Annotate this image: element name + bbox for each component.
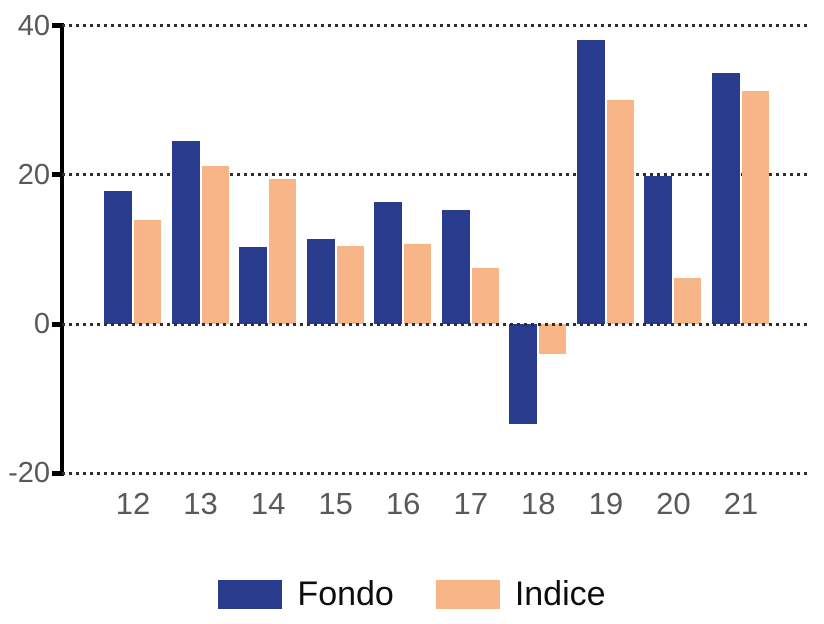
x-tick-label-17: 17 — [453, 486, 488, 521]
gridline-20 — [62, 173, 810, 177]
x-tick-label-15: 15 — [318, 486, 353, 521]
legend-item-fondo: Fondo — [218, 575, 394, 614]
y-tick-mark-0 — [52, 321, 62, 327]
x-tick-label-18: 18 — [521, 486, 556, 521]
y-tick-label-20: 20 — [17, 158, 50, 191]
bar-fondo-13 — [171, 140, 200, 324]
bar-indice-20 — [674, 277, 702, 324]
x-tick-label-21: 21 — [723, 486, 759, 521]
bar-indice-13 — [201, 165, 229, 324]
x-tick-label-14: 14 — [250, 486, 286, 521]
bar-fondo-17 — [441, 209, 470, 324]
bar-indice-16 — [404, 244, 432, 324]
legend-swatch-fondo — [218, 580, 283, 609]
y-tick-mark-40 — [52, 23, 62, 29]
x-tick-label-12: 12 — [115, 486, 151, 521]
plot-area: 40 20 0 -20 12 13 14 15 16 17 18 19 20 21 — [8, 9, 810, 521]
gridline-40 — [62, 24, 810, 28]
y-axis-line — [60, 23, 64, 476]
legend: Fondo Indice — [0, 575, 824, 614]
bar-fondo-14 — [239, 247, 268, 324]
bar-indice-17 — [471, 268, 499, 324]
y-tick-label-40: 40 — [17, 9, 50, 42]
x-tick-label-16: 16 — [385, 486, 421, 521]
bar-fondo-15 — [306, 238, 335, 324]
y-tick-mark-20 — [52, 172, 62, 178]
gridline-0 — [62, 322, 810, 326]
legend-label-indice: Indice — [514, 575, 606, 613]
bar-indice-19 — [606, 100, 634, 324]
bar-indice-18 — [539, 324, 567, 354]
legend-label-fondo: Fondo — [297, 575, 394, 613]
x-tick-label-19: 19 — [588, 486, 624, 521]
x-tick-label-20: 20 — [656, 486, 691, 521]
legend-swatch-indice — [435, 580, 500, 609]
bar-fondo-19 — [576, 39, 605, 324]
bar-indice-21 — [741, 91, 769, 324]
x-tick-label-13: 13 — [183, 486, 218, 521]
y-tick-label--20: -20 — [8, 457, 50, 490]
bar-indice-15 — [336, 246, 364, 324]
bar-fondo-12 — [104, 191, 132, 324]
bar-indice-14 — [269, 178, 297, 324]
gridline--20 — [62, 471, 810, 475]
y-tick-mark--20 — [52, 470, 62, 476]
y-tick-label-0: 0 — [33, 308, 50, 340]
bar-indice-12 — [134, 219, 161, 324]
bar-fondo-21 — [711, 73, 740, 324]
legend-item-indice: Indice — [435, 575, 606, 614]
bar-fondo-20 — [644, 176, 673, 324]
bar-fondo-16 — [374, 201, 403, 324]
bar-fondo-18 — [509, 324, 538, 424]
